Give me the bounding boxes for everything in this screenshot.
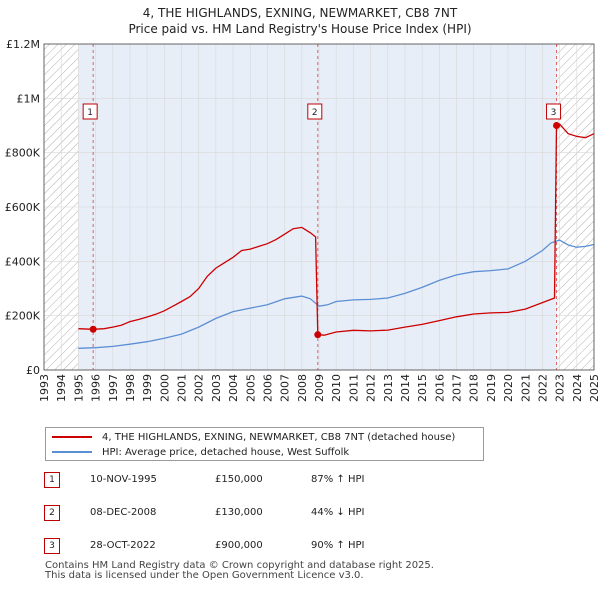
x-tick-label-2023: 2023 [554,374,567,402]
x-tick-label-1998: 1998 [124,374,137,402]
sale-point-2 [314,331,322,339]
chart-title: 4, THE HIGHLANDS, EXNING, NEWMARKET, CB8… [143,6,458,20]
legend-label-hpi: HPI: Average price, detached house, West… [102,446,350,458]
x-tick-label-1993: 1993 [38,374,51,402]
x-tick-label-2017: 2017 [451,374,464,402]
x-tick-label-2004: 2004 [227,374,240,402]
sale-label-box-2 [307,103,323,120]
x-tick-label-2015: 2015 [416,374,429,402]
sale-date-1: 10-NOV-1995 [90,474,157,485]
x-tick-label-2013: 2013 [382,374,395,402]
sale-label-3: 3 [551,108,557,118]
sale-hpi-1: 87% ↑ HPI [311,474,365,485]
y-tick-label-200000: £200K [5,310,41,323]
sale-hpi-2: 44% ↓ HPI [311,507,365,518]
x-tick-label-2007: 2007 [279,374,292,402]
x-tick-label-2016: 2016 [433,374,446,402]
x-tick-label-2024: 2024 [571,374,584,402]
legend-swatch-hpi [52,451,92,453]
sale-point-3 [553,122,561,129]
sale-number-2: 2 [44,505,60,521]
x-tick-label-2012: 2012 [365,374,378,402]
x-tick-label-2011: 2011 [347,374,360,402]
x-tick-label-2019: 2019 [485,374,498,402]
sale-date-2: 08-DEC-2008 [90,507,157,518]
y-tick-label-1200000: £1.2M [6,38,40,51]
sale-label-1: 1 [87,108,93,118]
x-tick-label-2001: 2001 [176,374,189,402]
footer: Contains HM Land Registry data © Crown c… [45,561,434,581]
sale-number-1: 1 [44,472,60,488]
x-tick-label-2006: 2006 [261,374,274,402]
x-tick-label-1995: 1995 [72,374,85,402]
x-tick-label-2008: 2008 [296,374,309,402]
legend-label-property: 4, THE HIGHLANDS, EXNING, NEWMARKET, CB8… [102,431,456,443]
sale-row-2: 2 08-DEC-2008 £130,000 44% ↓ HPI [44,505,444,521]
chart-legend: 4, THE HIGHLANDS, EXNING, NEWMARKET, CB8… [45,427,484,461]
chart-subtitle: Price paid vs. HM Land Registry's House … [128,22,471,36]
footer-copyright: Contains HM Land Registry data © Crown c… [45,560,434,571]
sale-price-3: £900,000 [215,540,263,551]
x-tick-label-2000: 2000 [158,374,171,402]
x-tick-label-2002: 2002 [193,374,206,402]
sale-point-1 [89,325,97,333]
property-price-line [78,123,595,336]
y-tick-label-400000: £400K [5,255,41,268]
y-tick-label-0: £0 [26,364,40,377]
x-tick-label-2021: 2021 [519,374,532,402]
hpi-line [78,239,595,349]
sale-price-2: £130,000 [215,507,263,518]
x-tick-label-2014: 2014 [399,374,412,402]
y-tick-label-600000: £600K [5,201,41,214]
x-tick-label-1994: 1994 [55,374,68,402]
legend-item-property: 4, THE HIGHLANDS, EXNING, NEWMARKET, CB8… [52,430,455,444]
sale-number-3: 3 [44,538,60,554]
x-tick-label-2003: 2003 [210,374,223,402]
sale-date-3: 28-OCT-2022 [90,540,156,551]
plot-border [43,43,595,371]
x-tick-label-2009: 2009 [313,374,326,402]
sale-price-1: £150,000 [215,474,263,485]
y-tick-label-1000000: £1M [17,92,41,105]
x-tick-label-1997: 1997 [107,374,120,402]
legend-item-hpi: HPI: Average price, detached house, West… [52,445,349,459]
x-tick-label-1996: 1996 [90,374,103,402]
x-tick-label-2018: 2018 [468,374,481,402]
sale-label-box-3 [546,103,562,120]
sale-label-2: 2 [312,108,318,118]
sale-hpi-3: 90% ↑ HPI [311,540,365,551]
sale-row-1: 1 10-NOV-1995 £150,000 87% ↑ HPI [44,472,444,488]
x-tick-label-2020: 2020 [502,374,515,402]
y-tick-label-800000: £800K [5,147,41,160]
footer-licence: This data is licensed under the Open Gov… [45,570,364,581]
legend-swatch-property [52,436,92,438]
x-tick-label-2025: 2025 [588,374,600,402]
x-tick-label-1999: 1999 [141,374,154,402]
price-chart: 4, THE HIGHLANDS, EXNING, NEWMARKET, CB8… [5,6,600,402]
x-tick-label-2005: 2005 [244,374,257,402]
x-tick-label-2022: 2022 [536,374,549,402]
sale-label-box-1 [82,103,98,120]
x-tick-label-2010: 2010 [330,374,343,402]
sale-row-3: 3 28-OCT-2022 £900,000 90% ↑ HPI [44,538,444,554]
